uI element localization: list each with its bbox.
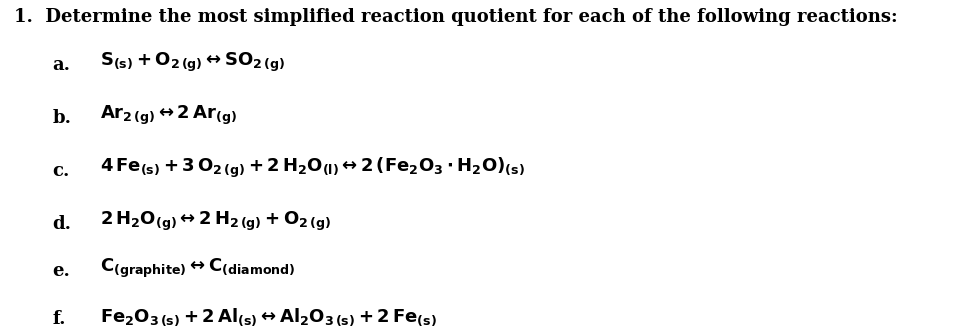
Text: a.: a. [53,57,71,74]
Text: b.: b. [53,110,72,127]
Text: c.: c. [53,163,70,180]
Text: $\mathbf{C_{(graphite)} \leftrightarrow C_{(diamond)}}$: $\mathbf{C_{(graphite)} \leftrightarrow … [100,257,296,280]
Text: $\mathbf{Ar_{2\,(g)} \leftrightarrow 2\,Ar_{(g)}}$: $\mathbf{Ar_{2\,(g)} \leftrightarrow 2\,… [100,104,237,127]
Text: $\mathbf{Fe_2O_{3\,(s)} + 2\,Al_{(s)} \leftrightarrow Al_2O_{3\,(s)} + 2\,Fe_{(s: $\mathbf{Fe_2O_{3\,(s)} + 2\,Al_{(s)} \l… [100,306,437,328]
Text: 1.  Determine the most simplified reaction quotient for each of the following re: 1. Determine the most simplified reactio… [14,8,898,26]
Text: d.: d. [53,215,72,233]
Text: e.: e. [53,262,71,280]
Text: $\mathbf{S_{(s)} + O_{2\,(g)} \leftrightarrow SO_{2\,(g)}}$: $\mathbf{S_{(s)} + O_{2\,(g)} \leftright… [100,51,286,74]
Text: $\mathbf{4\,Fe_{(s)} + 3\,O_{2\,(g)} + 2\,H_2O_{(l)} \leftrightarrow 2\,(Fe_2O_3: $\mathbf{4\,Fe_{(s)} + 3\,O_{2\,(g)} + 2… [100,156,525,180]
Text: $\mathbf{2\,H_2O_{(g)} \leftrightarrow 2\,H_{2\,(g)} + O_{2\,(g)}}$: $\mathbf{2\,H_2O_{(g)} \leftrightarrow 2… [100,210,331,233]
Text: f.: f. [53,310,66,328]
